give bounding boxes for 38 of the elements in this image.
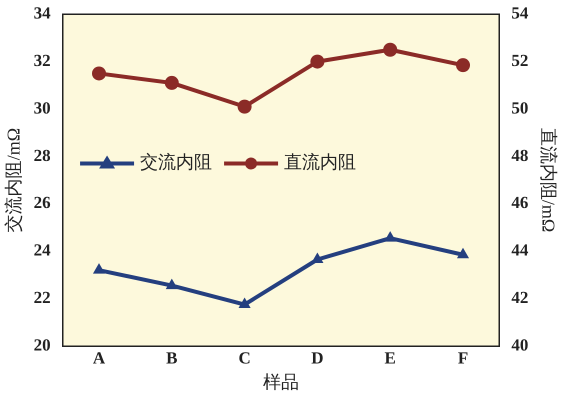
y-tick-label: 34 <box>34 4 52 23</box>
y-tick-label: 26 <box>34 193 51 212</box>
y-tick-label: 20 <box>34 335 51 354</box>
y2-tick-label: 40 <box>511 335 528 354</box>
point <box>384 231 396 242</box>
point <box>383 42 398 57</box>
point <box>166 278 178 290</box>
x-tick-label: E <box>384 348 396 368</box>
point <box>92 263 106 274</box>
legend-label: 交流内阻 <box>140 152 212 172</box>
y2-tick-label: 54 <box>511 4 529 23</box>
y-tick-label: 30 <box>34 98 51 118</box>
point <box>238 100 252 114</box>
y-tick-label: 28 <box>34 146 51 165</box>
x-tick-label: C <box>238 348 251 368</box>
y2-tick-label: 50 <box>511 98 528 118</box>
x-tick-label: B <box>166 348 178 368</box>
legend-label: 直流内阻 <box>284 152 356 172</box>
point <box>310 54 324 69</box>
x-tick-label: A <box>92 348 106 368</box>
x-tick-label: D <box>311 348 324 368</box>
point <box>456 248 470 258</box>
point <box>456 58 470 72</box>
point <box>238 298 251 308</box>
point <box>164 76 179 90</box>
y2-tick-label: 42 <box>511 288 528 307</box>
y-axis-title: 交流内阻/mΩ <box>4 128 24 232</box>
y-tick-label: 22 <box>34 288 51 307</box>
y2-tick-label: 52 <box>511 50 528 70</box>
y-tick-label: 24 <box>34 240 52 260</box>
y2-tick-label: 48 <box>511 146 528 165</box>
y-tick-label: 32 <box>34 50 51 70</box>
y2-tick-label: 46 <box>511 193 528 212</box>
y2-tick-label: 44 <box>511 240 529 260</box>
y2-axis-title: 直流内阻/mΩ <box>538 128 558 232</box>
x-axis-title: 样品 <box>263 372 299 392</box>
point <box>92 66 106 80</box>
x-tick-label: F <box>458 348 468 368</box>
